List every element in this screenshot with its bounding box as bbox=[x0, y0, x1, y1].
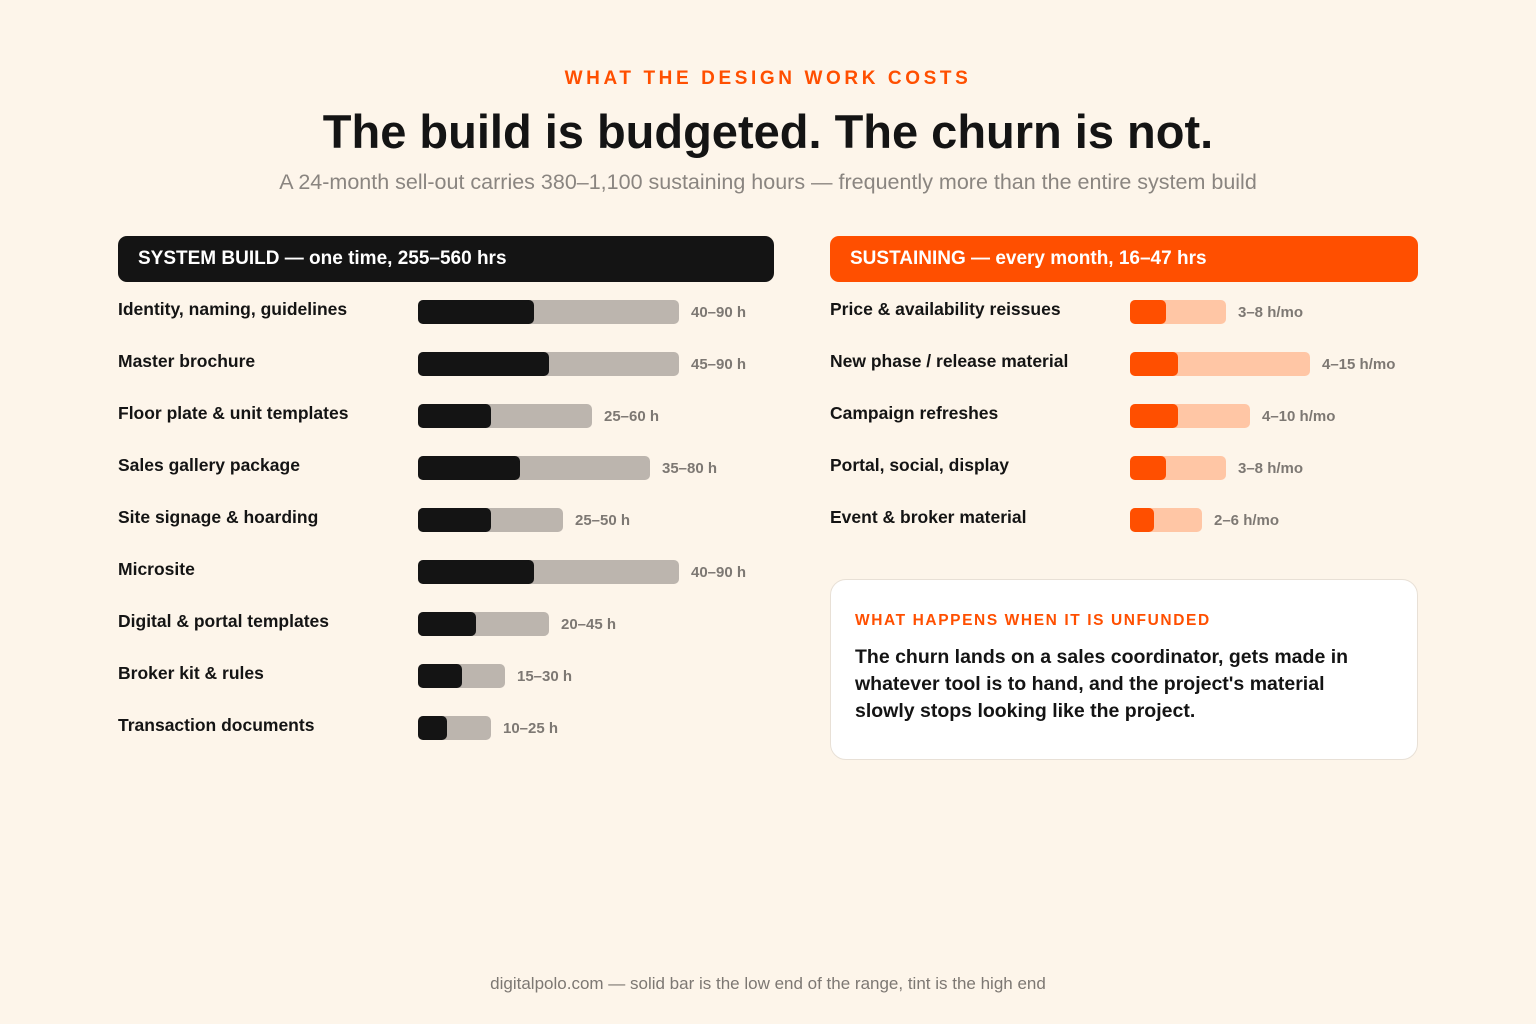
footer-note: digitalpolo.com — solid bar is the low e… bbox=[490, 974, 1046, 993]
bar-low-range bbox=[418, 352, 549, 376]
bar-row: Sales gallery package 35–80 h bbox=[118, 438, 774, 490]
callout-title: WHAT HAPPENS WHEN IT IS UNFUNDED bbox=[855, 612, 1211, 629]
bar-range-label: 40–90 h bbox=[691, 304, 747, 321]
bar-label: Master brochure bbox=[118, 351, 256, 371]
bar-label: Sales gallery package bbox=[118, 455, 300, 475]
bar-low-range bbox=[418, 664, 462, 688]
bar-range-label: 4–10 h/mo bbox=[1262, 408, 1336, 425]
bar-range-label: 2–6 h/mo bbox=[1214, 512, 1280, 529]
bar-label: Microsite bbox=[118, 559, 195, 579]
bar-row: New phase / release material 4–15 h/mo bbox=[830, 334, 1418, 386]
bar-label: Identity, naming, guidelines bbox=[118, 299, 348, 319]
bar-row: Identity, naming, guidelines 40–90 h bbox=[118, 282, 774, 334]
bar-low-range bbox=[418, 560, 534, 584]
bar-row: Campaign refreshes 4–10 h/mo bbox=[830, 386, 1418, 438]
bar-label: Transaction documents bbox=[118, 715, 315, 735]
bar-range-label: 45–90 h bbox=[691, 356, 747, 373]
page-subtitle: A 24-month sell-out carries 380–1,100 su… bbox=[279, 170, 1257, 194]
bar-low-range bbox=[1130, 456, 1166, 480]
bar-row: Event & broker material 2–6 h/mo bbox=[830, 490, 1418, 542]
bar-row: Digital & portal templates 20–45 h bbox=[118, 594, 774, 646]
bar-row: Portal, social, display 3–8 h/mo bbox=[830, 438, 1418, 490]
bar-low-range bbox=[1130, 352, 1178, 376]
bar-range-label: 3–8 h/mo bbox=[1238, 304, 1304, 321]
bar-label: Campaign refreshes bbox=[830, 403, 999, 423]
bar-row: Master brochure 45–90 h bbox=[118, 334, 774, 386]
bar-low-range bbox=[1130, 404, 1178, 428]
sustaining-rows: Price & availability reissues 3–8 h/mo New… bbox=[830, 282, 1418, 542]
bar-row: Broker kit & rules 15–30 h bbox=[118, 646, 774, 698]
bar-row: Floor plate & unit templates 25–60 h bbox=[118, 386, 774, 438]
bar-row: Price & availability reissues 3–8 h/mo bbox=[830, 282, 1418, 334]
unfunded-callout: WHAT HAPPENS WHEN IT IS UNFUNDED The chu… bbox=[830, 579, 1418, 760]
bar-range-label: 4–15 h/mo bbox=[1322, 356, 1396, 373]
system-build-rows: Identity, naming, guidelines 40–90 h Maste… bbox=[118, 282, 774, 750]
bar-low-range bbox=[418, 508, 491, 532]
bar-label: Floor plate & unit templates bbox=[118, 403, 349, 423]
bar-label: Portal, social, display bbox=[830, 455, 1009, 475]
page-title: The build is budgeted. The churn is not. bbox=[322, 105, 1214, 158]
bar-range-label: 10–25 h bbox=[503, 720, 559, 737]
bar-low-range bbox=[418, 404, 491, 428]
bar-label: Price & availability reissues bbox=[830, 299, 1061, 319]
bar-range-label: 20–45 h bbox=[561, 616, 617, 633]
system-build-header: SYSTEM BUILD — one time, 255–560 hrs bbox=[118, 236, 774, 282]
bar-label: New phase / release material bbox=[830, 351, 1069, 371]
bar-low-range bbox=[418, 456, 520, 480]
bar-low-range bbox=[1130, 508, 1154, 532]
bar-low-range bbox=[418, 716, 447, 740]
bar-row: Site signage & hoarding 25–50 h bbox=[118, 490, 774, 542]
bar-label: Site signage & hoarding bbox=[118, 507, 319, 527]
bar-low-range bbox=[418, 300, 534, 324]
sustaining-header: SUSTAINING — every month, 16–47 hrs bbox=[830, 236, 1418, 282]
bar-low-range bbox=[418, 612, 476, 636]
bar-low-range bbox=[1130, 300, 1166, 324]
bar-label: Broker kit & rules bbox=[118, 663, 264, 683]
callout-body: The churn lands on a sales coordinator, … bbox=[855, 646, 1349, 722]
bar-label: Event & broker material bbox=[830, 507, 1027, 527]
bar-range-label: 3–8 h/mo bbox=[1238, 460, 1304, 477]
bar-range-label: 15–30 h bbox=[517, 668, 573, 685]
sustaining-panel: SUSTAINING — every month, 16–47 hrs Pric… bbox=[830, 236, 1418, 542]
bar-label: Digital & portal templates bbox=[118, 611, 330, 631]
bar-row: Microsite 40–90 h bbox=[118, 542, 774, 594]
bar-range-label: 40–90 h bbox=[691, 564, 747, 581]
bar-range-label: 25–60 h bbox=[604, 408, 660, 425]
system-build-panel: SYSTEM BUILD — one time, 255–560 hrs Ide… bbox=[118, 236, 774, 750]
bar-range-label: 25–50 h bbox=[575, 512, 631, 529]
bar-row: Transaction documents 10–25 h bbox=[118, 698, 774, 750]
eyebrow: WHAT THE DESIGN WORK COSTS bbox=[564, 68, 972, 89]
bar-range-label: 35–80 h bbox=[662, 460, 718, 477]
